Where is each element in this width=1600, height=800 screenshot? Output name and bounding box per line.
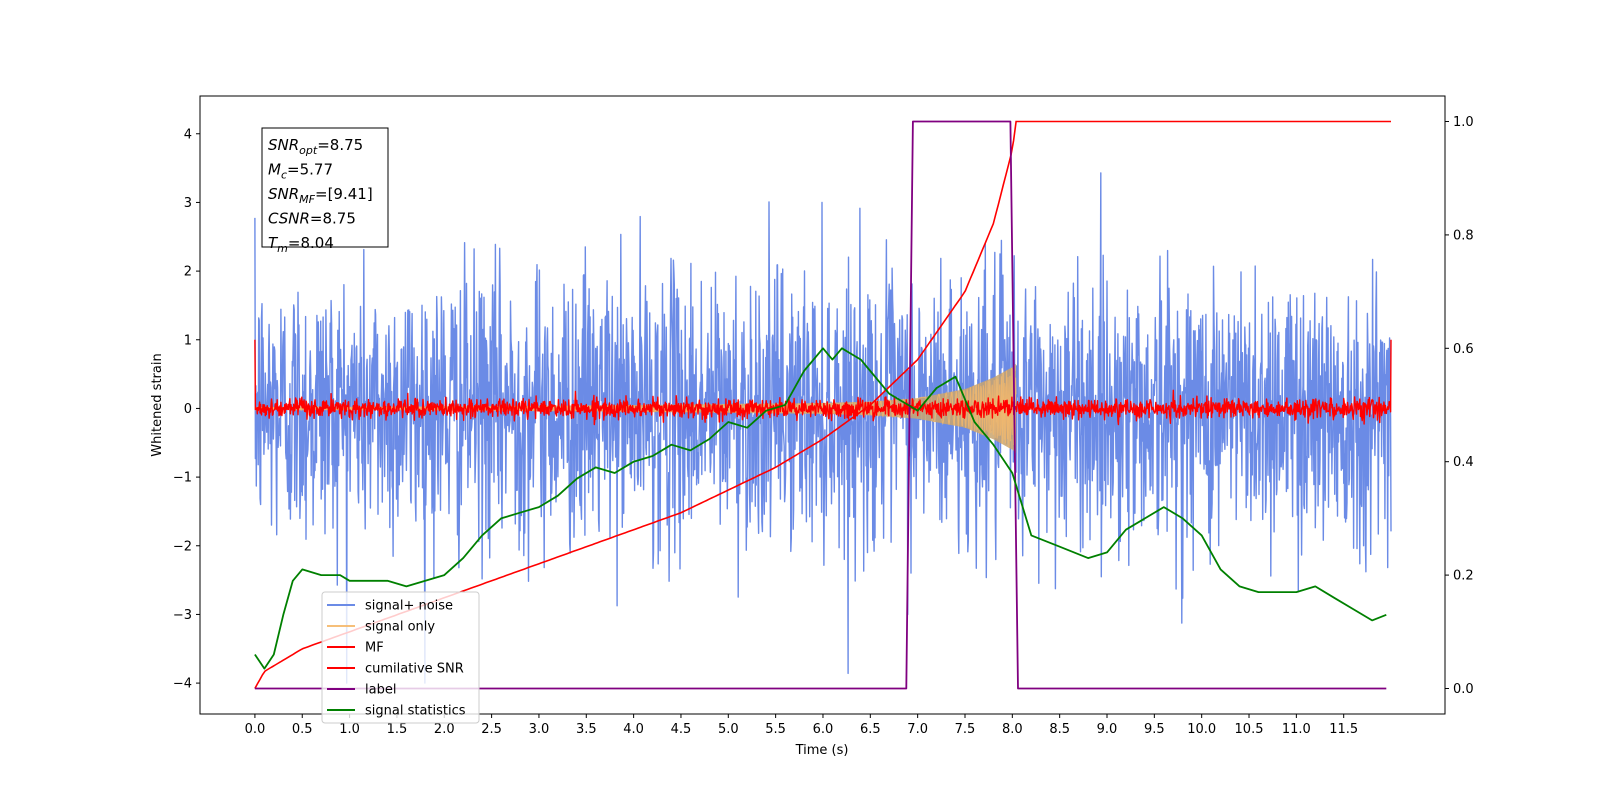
x-tick-label: 9.0 bbox=[1097, 722, 1118, 737]
y-axis-right: 1.0 0.8 0.6 0.4 0.2 0.0 bbox=[1445, 115, 1474, 697]
x-tick-label: 8.5 bbox=[1049, 722, 1070, 737]
x-tick-label: 10.5 bbox=[1235, 722, 1264, 737]
x-tick-label: 8.0 bbox=[1002, 722, 1023, 737]
y-tick-label-left: −1 bbox=[173, 471, 192, 486]
y-axis-label-left: Whitened strain bbox=[150, 353, 165, 456]
y-tick-label-right: 0.4 bbox=[1453, 455, 1474, 470]
legend: signal+ noise signal only MF cumilative SNR… bbox=[321, 591, 480, 724]
x-tick-label: 5.0 bbox=[718, 722, 739, 737]
legend-label: label bbox=[365, 683, 396, 698]
y-tick-label-left: 4 bbox=[184, 127, 192, 142]
info-box-value: =5.77 bbox=[287, 161, 333, 179]
info-box: SNRopt=8.75Mc=5.77SNRMF=[9.41]CSNR=8.75T… bbox=[261, 127, 389, 255]
info-box-line: CSNR=8.75 bbox=[268, 210, 356, 228]
info-box-line: Mc=5.77 bbox=[268, 161, 333, 182]
x-axis: 0.0 0.5 1.0 1.5 2.0 2.5 3.0 3.5 4.0 4.5 5.0 5.5 6.0 6… bbox=[245, 714, 1358, 737]
y-tick-label-right: 1.0 bbox=[1453, 115, 1474, 130]
info-box-subscript: m bbox=[277, 242, 288, 255]
info-box-symbol: SNR bbox=[268, 185, 299, 203]
series-label bbox=[254, 120, 1387, 690]
x-tick-label: 3.5 bbox=[576, 722, 597, 737]
info-box-symbol: T bbox=[268, 234, 279, 252]
y-tick-label-left: 0 bbox=[184, 402, 192, 417]
x-tick-label: 9.5 bbox=[1144, 722, 1165, 737]
series-mf bbox=[254, 339, 1392, 426]
x-tick-label: 7.0 bbox=[907, 722, 928, 737]
x-tick-label: 2.0 bbox=[434, 722, 455, 737]
y-tick-label-left: 1 bbox=[184, 333, 192, 348]
info-box-line: SNRopt=8.75 bbox=[268, 136, 363, 157]
info-box-subscript: c bbox=[281, 169, 287, 182]
info-box-line: Tm=8.04 bbox=[268, 234, 334, 255]
y-axis-left: 4 3 2 1 0 −1 −2 −3 −4 bbox=[173, 127, 200, 692]
info-box-subscript: opt bbox=[299, 144, 318, 157]
series-signal-statistics bbox=[254, 347, 1387, 670]
x-tick-label: 0.0 bbox=[245, 722, 266, 737]
info-box-value: =8.04 bbox=[288, 234, 334, 252]
y-tick-label-left: −3 bbox=[173, 608, 192, 623]
info-box-subscript: MF bbox=[299, 193, 315, 206]
x-tick-label: 11.5 bbox=[1329, 722, 1358, 737]
y-tick-label-right: 0.0 bbox=[1453, 682, 1474, 697]
legend-label: cumilative SNR bbox=[365, 662, 464, 677]
y-tick-label-left: −2 bbox=[173, 539, 192, 554]
x-tick-label: 5.5 bbox=[765, 722, 786, 737]
info-box-value: =8.75 bbox=[317, 136, 363, 154]
info-box-symbol: CSNR bbox=[268, 210, 310, 228]
info-box-value: =8.75 bbox=[310, 210, 356, 228]
info-box-symbol: SNR bbox=[268, 136, 299, 154]
y-tick-label-left: 3 bbox=[184, 196, 192, 211]
y-tick-label-left: 2 bbox=[184, 265, 192, 280]
info-box-frame bbox=[261, 127, 389, 248]
x-tick-label: 1.0 bbox=[339, 722, 360, 737]
x-tick-label: 6.5 bbox=[860, 722, 881, 737]
legend-label: signal+ noise bbox=[365, 599, 453, 614]
x-tick-label: 4.0 bbox=[623, 722, 644, 737]
y-tick-label-right: 0.2 bbox=[1453, 569, 1474, 584]
info-box-value: =[9.41] bbox=[315, 185, 373, 203]
series-signal-noise bbox=[254, 172, 1392, 684]
x-tick-label: 2.5 bbox=[481, 722, 502, 737]
x-tick-label: 3.0 bbox=[529, 722, 550, 737]
x-tick-label: 7.5 bbox=[955, 722, 976, 737]
x-tick-label: 0.5 bbox=[292, 722, 313, 737]
x-tick-label: 1.5 bbox=[387, 722, 408, 737]
legend-frame bbox=[321, 591, 480, 724]
y-tick-label-left: −4 bbox=[173, 677, 192, 692]
info-box-symbol: M bbox=[268, 161, 281, 179]
legend-label: signal only bbox=[365, 620, 435, 635]
info-box-line: SNRMF=[9.41] bbox=[268, 185, 373, 206]
x-tick-label: 4.5 bbox=[671, 722, 692, 737]
legend-label: MF bbox=[365, 641, 384, 656]
x-axis-label: Time (s) bbox=[795, 743, 849, 758]
x-tick-label: 6.0 bbox=[813, 722, 834, 737]
y-tick-label-right: 0.8 bbox=[1453, 228, 1474, 243]
legend-label: signal statistics bbox=[365, 704, 466, 719]
x-tick-label: 10.0 bbox=[1187, 722, 1216, 737]
x-tick-label: 11.0 bbox=[1282, 722, 1311, 737]
y-tick-label-right: 0.6 bbox=[1453, 342, 1474, 357]
